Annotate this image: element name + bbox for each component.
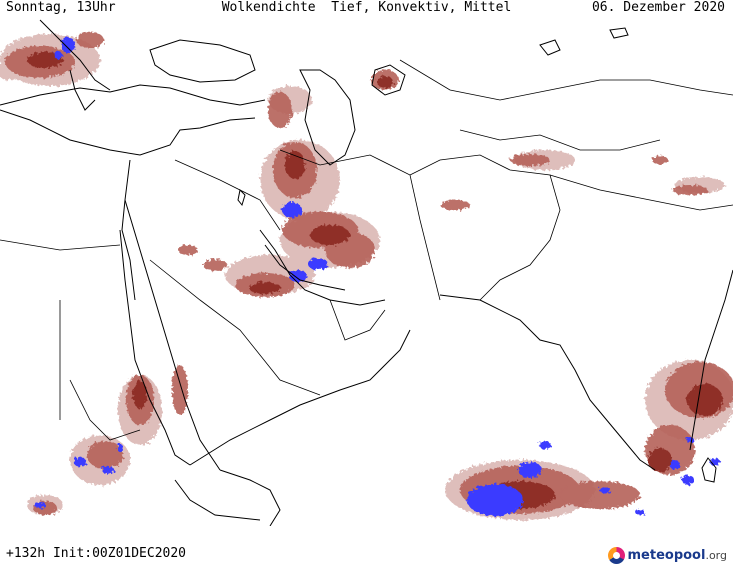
meteopool-logo[interactable]: meteopool .org [607, 545, 727, 565]
meteopool-logo-icon [607, 546, 625, 564]
cloud-cover-layer [0, 32, 733, 520]
coastline-layer [0, 19, 733, 526]
logo-text: meteopool [627, 547, 706, 563]
valid-time-label: Sonntag, 13Uhr [6, 0, 116, 15]
model-run-label: +132h Init:00Z01DEC2020 [6, 546, 187, 561]
weather-map [0, 18, 733, 526]
map-title: Wolkendichte Tief, Konvektiv, Mittel [221, 0, 512, 15]
logo-tld: .org [705, 548, 727, 562]
valid-date-label: 06. Dezember 2020 [591, 0, 725, 15]
